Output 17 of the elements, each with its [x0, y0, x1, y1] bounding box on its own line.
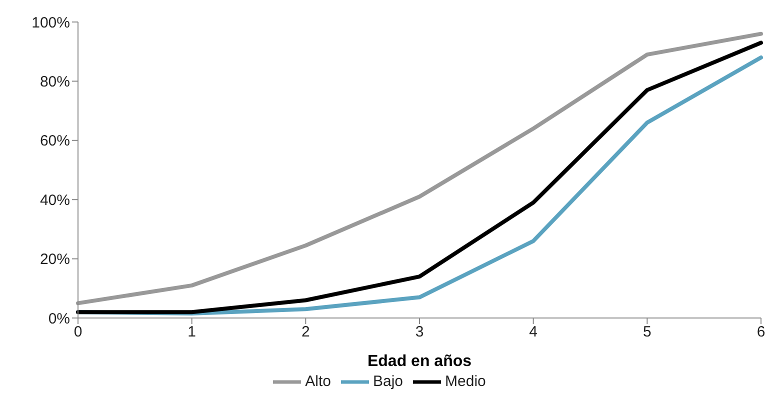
legend-label: Alto: [305, 372, 331, 390]
x-tick-label: 2: [301, 324, 310, 341]
x-tick-label: 1: [188, 324, 196, 341]
legend-label: Medio: [445, 372, 486, 390]
x-tick-label: 3: [415, 324, 424, 341]
x-tick-label: 5: [642, 324, 652, 341]
legend-label: Bajo: [372, 372, 404, 390]
y-tick-label: 100%: [32, 14, 70, 32]
y-tick-label: 40%: [40, 192, 70, 209]
y-tick-label: 0%: [48, 310, 70, 328]
x-axis-title: Edad en años: [367, 353, 472, 370]
x-tick-label: 4: [529, 324, 538, 341]
x-tick-label: 6: [756, 324, 766, 341]
x-tick-label: 0: [74, 324, 82, 341]
y-tick-label: 80%: [40, 74, 70, 91]
y-tick-label: 20%: [40, 251, 70, 268]
y-tick-label: 60%: [40, 132, 70, 150]
